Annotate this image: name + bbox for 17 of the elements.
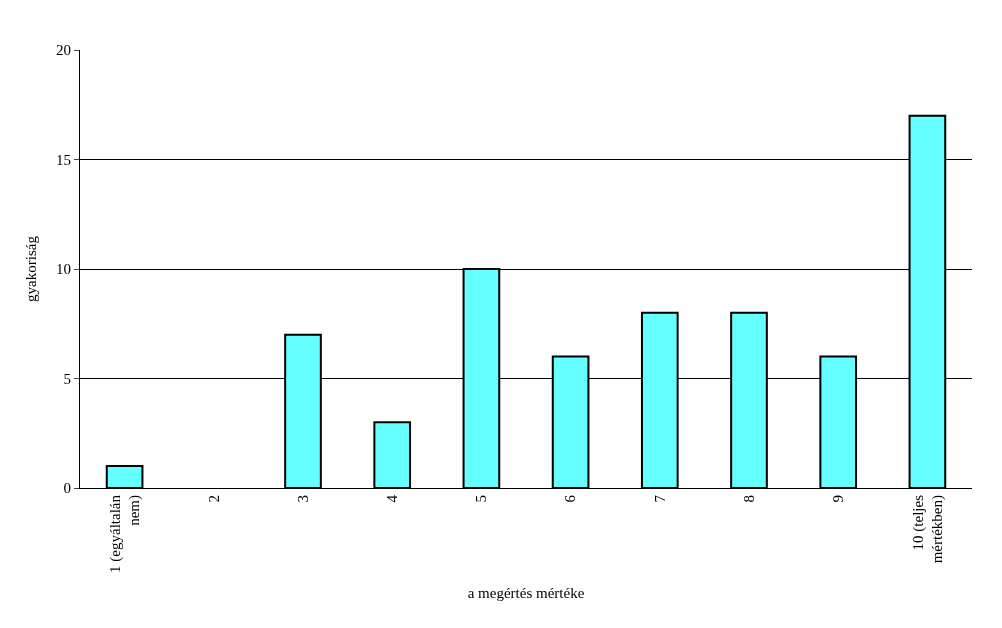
x-tick-label: 7 bbox=[651, 494, 668, 503]
y-tick-label: 20 bbox=[56, 42, 71, 59]
x-tick-label: 1 (egyáltalán nem) bbox=[106, 494, 144, 573]
y-tick-label: 15 bbox=[56, 151, 71, 168]
x-tick-label: 3 bbox=[294, 495, 311, 503]
x-tick-label: 4 bbox=[384, 494, 401, 503]
x-tick-label: 5 bbox=[473, 495, 490, 503]
y-tick-label: 10 bbox=[56, 261, 71, 278]
x-tick-label: 9 bbox=[830, 495, 847, 503]
x-tick-label: 8 bbox=[740, 495, 757, 503]
x-tick-label: 6 bbox=[562, 494, 579, 503]
x-tick-label: 10 (teljes mértékben) bbox=[909, 494, 947, 564]
y-tick-label: 5 bbox=[63, 370, 71, 387]
x-tick-label: 2 bbox=[205, 495, 222, 503]
x-axis-title: a megértés mértéke bbox=[467, 584, 585, 601]
y-tick-label: 0 bbox=[63, 480, 71, 497]
y-axis-title: gyakoriság bbox=[23, 235, 40, 302]
